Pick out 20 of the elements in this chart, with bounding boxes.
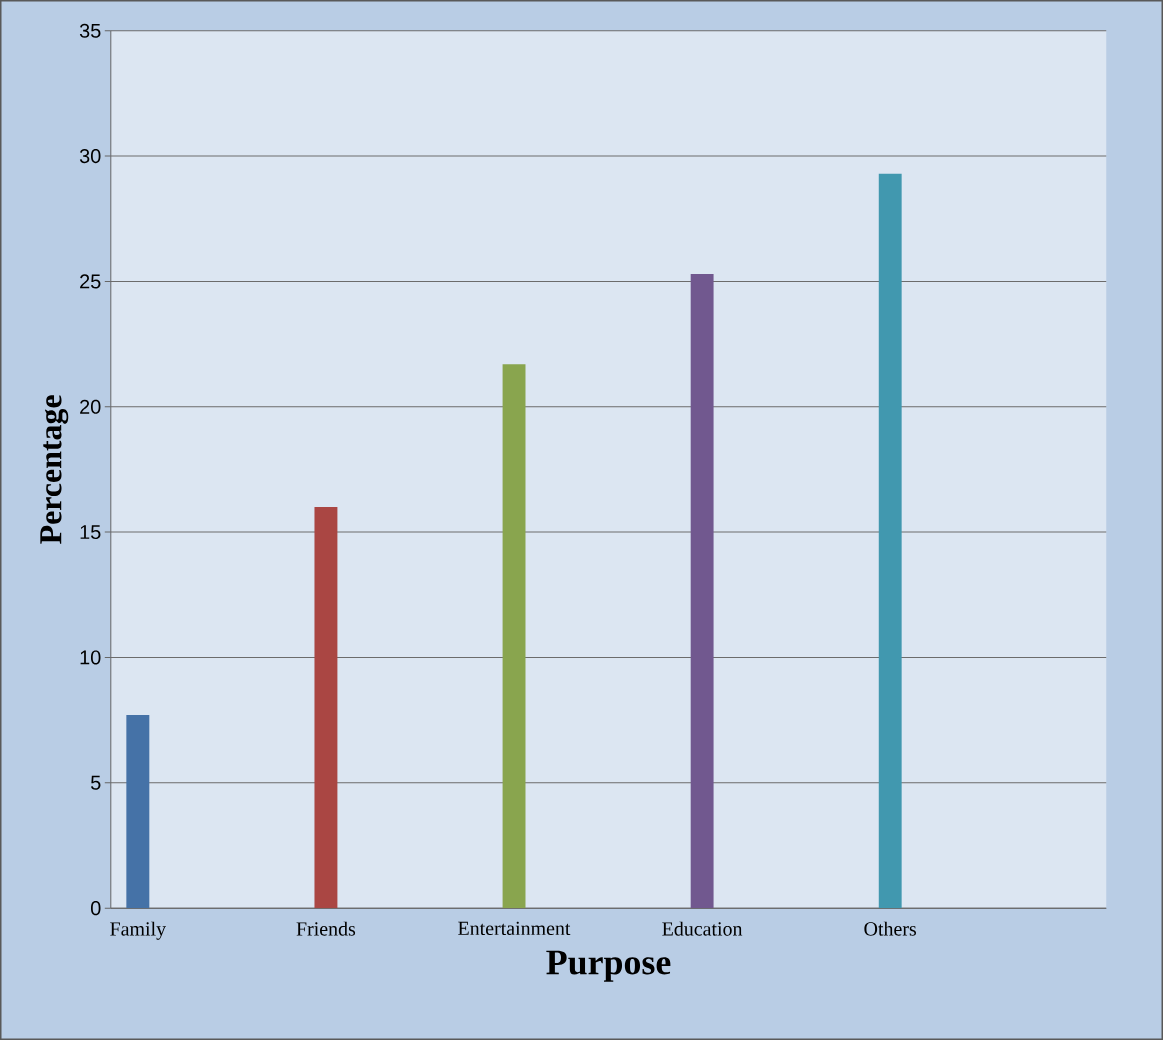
x-tick-label: Entertainment	[458, 921, 571, 936]
x-tick-label: Education	[662, 921, 743, 936]
y-tick-label: 25	[80, 274, 101, 289]
bar	[690, 273, 714, 909]
y-tick-label: 5	[90, 775, 101, 790]
bar	[314, 507, 338, 909]
y-tick-label: 20	[80, 399, 101, 414]
bar	[126, 715, 150, 909]
y-tick-label: 30	[79, 149, 101, 164]
x-tick-label: Friends	[296, 921, 356, 936]
y-tick-label: 0	[90, 901, 101, 916]
y-tick-label: 15	[80, 525, 101, 540]
bar	[502, 364, 526, 909]
x-tick-label: Family	[110, 921, 166, 940]
y-axis-title: Percentage	[40, 395, 69, 544]
y-tick-label: 35	[79, 23, 101, 38]
y-tick-label: 10	[80, 650, 101, 665]
x-axis-title: Purpose	[546, 950, 671, 982]
x-tick-label: Others	[864, 921, 916, 936]
bar	[878, 173, 902, 909]
